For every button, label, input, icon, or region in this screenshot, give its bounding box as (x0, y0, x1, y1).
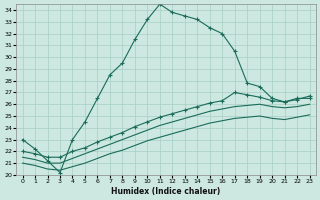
X-axis label: Humidex (Indice chaleur): Humidex (Indice chaleur) (111, 187, 221, 196)
